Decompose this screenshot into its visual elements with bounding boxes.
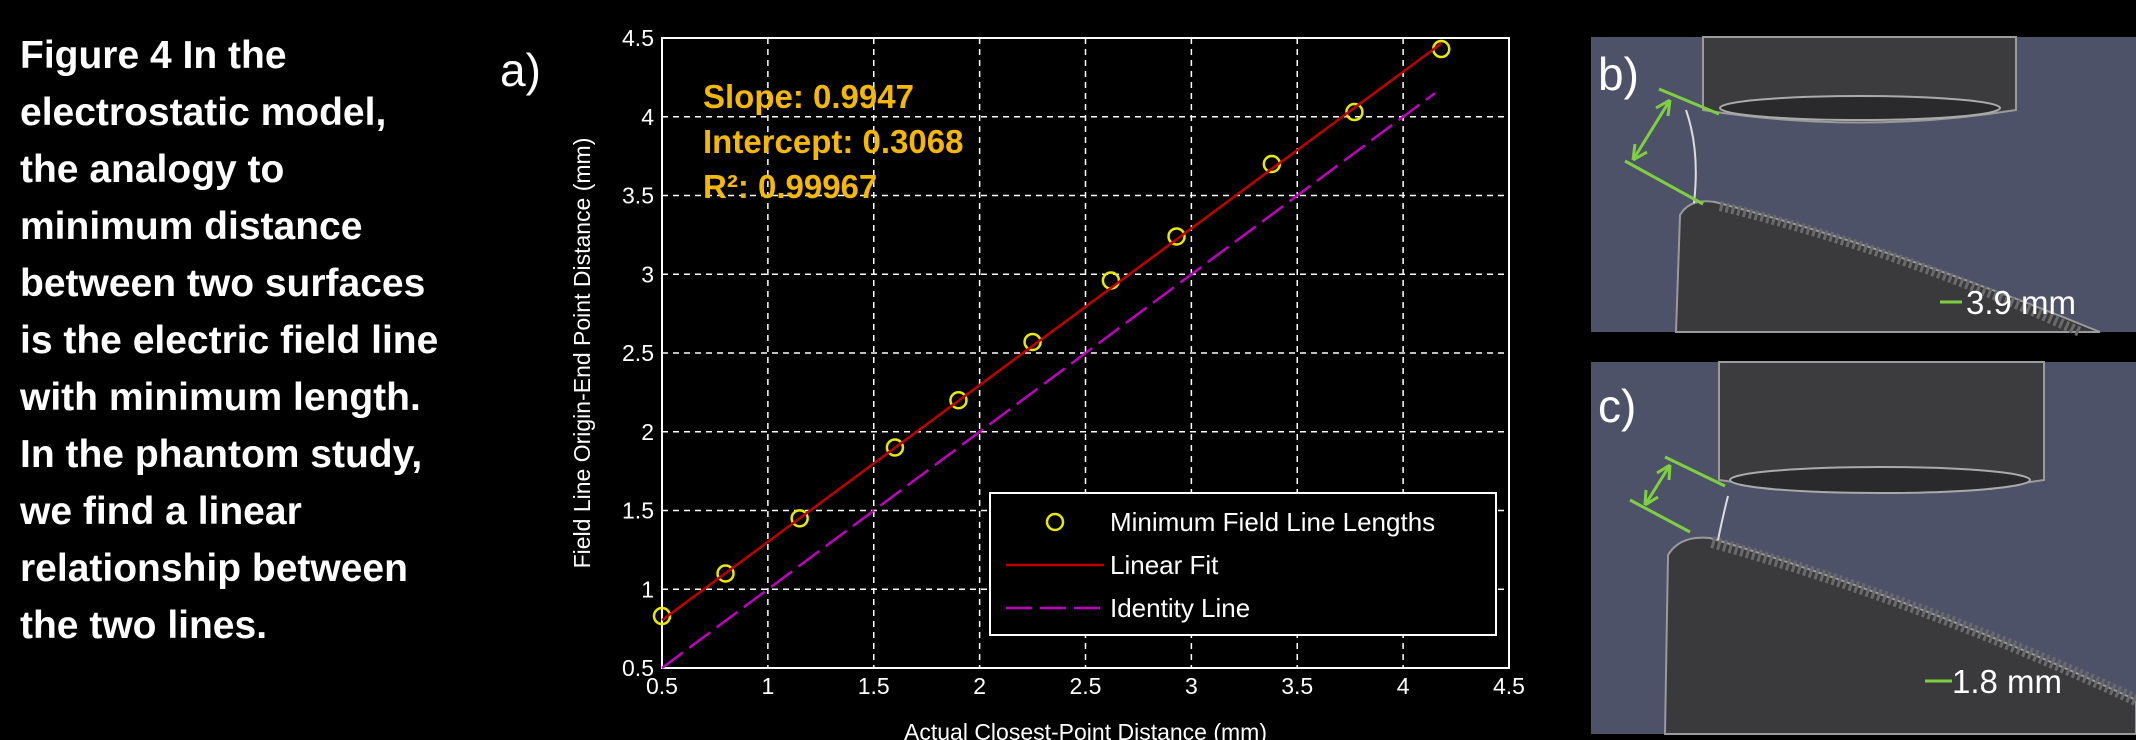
annotation: Slope: 0.9947 [703, 78, 914, 115]
marker [652, 606, 672, 626]
caption-line: between two surfaces [20, 262, 425, 305]
y-tick-label: 2 [641, 419, 654, 445]
annotation: R²: 0.99967 [703, 168, 877, 205]
x-tick-label: 1 [761, 673, 774, 699]
y-tick-label: 1 [641, 576, 654, 602]
plot-frame [661, 37, 1510, 669]
caption-line: relationship between [20, 547, 408, 590]
marker [716, 564, 735, 583]
panel-c-image [1591, 361, 2136, 735]
marker [1023, 332, 1042, 352]
panel-label: a) [500, 44, 541, 96]
marker [885, 438, 905, 457]
x-tick-label: 1.5 [858, 673, 890, 699]
y-tick-label: 1.5 [622, 498, 654, 524]
caption-line: we find a linear [19, 490, 302, 533]
y-axis-label: Field Line Origin-End Point Distance (mm… [569, 138, 595, 569]
caption-line: electrostatic model, [20, 91, 386, 134]
caption-line: with minimum length. [19, 376, 421, 419]
marker [1167, 227, 1186, 246]
x-tick-label: 0.5 [646, 673, 678, 699]
marker [1345, 102, 1364, 122]
legend-label: Linear Fit [1110, 550, 1219, 580]
caption-line: is the electric field line [20, 319, 438, 362]
x-tick-label: 2 [973, 673, 986, 699]
y-tick-label: 3 [641, 261, 654, 287]
panel-label: b) [1598, 48, 1639, 100]
caption-line: minimum distance [20, 205, 362, 248]
caption-line: the two lines. [20, 604, 267, 647]
x-tick-label: 3.5 [1281, 673, 1313, 699]
line [661, 92, 1436, 670]
line [661, 42, 1442, 622]
x-tick-label: 4.5 [1493, 673, 1525, 699]
measure-label: 1.8 mm [1952, 663, 2062, 700]
y-tick-label: 4 [641, 104, 654, 130]
y-tick-label: 4.5 [622, 25, 654, 51]
annotation: Intercept: 0.3068 [703, 123, 963, 160]
legend-marker [1045, 512, 1065, 532]
caption: Figure 4 In the electrostatic model, the a… [19, 34, 438, 647]
panel-label: c) [1598, 380, 1636, 432]
caption-line: the analogy to [20, 148, 284, 191]
x-tick-label: 2.5 [1070, 673, 1102, 699]
x-tick-label: 3 [1185, 673, 1198, 699]
panel-b-image [1591, 36, 2136, 337]
y-tick-label: 3.5 [622, 183, 654, 209]
legend-label: Minimum Field Line Lengths [1110, 507, 1435, 537]
x-axis-label: Actual Closest-Point Distance (mm) [904, 719, 1267, 740]
marker [790, 509, 809, 528]
y-tick-label: 0.5 [622, 655, 654, 681]
measure-label: 3.9 mm [1966, 284, 2076, 321]
marker [949, 391, 968, 410]
chart: 0.5 1 1.5 2 2.5 3 3.5 4 4.5 0.5 1 1.5 2 2.5 3 3.5 4 4.5 Ac… [569, 25, 1525, 740]
caption-line: Figure 4 In the [20, 34, 287, 77]
caption-line: In the phantom study, [20, 433, 422, 476]
legend-label: Identity Line [1110, 593, 1250, 623]
y-tick-label: 2.5 [622, 340, 654, 366]
x-tick-label: 4 [1397, 673, 1410, 699]
